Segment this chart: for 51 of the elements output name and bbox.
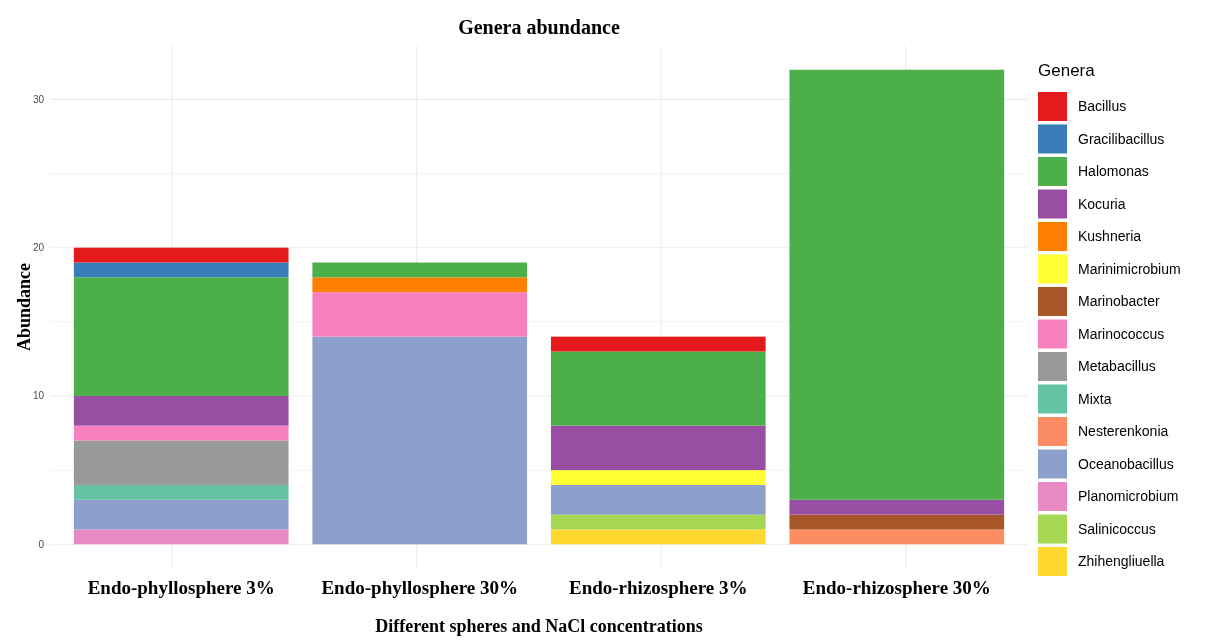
- legend-label: Kocuria: [1078, 195, 1126, 212]
- bar: [73, 529, 289, 545]
- bar: [550, 470, 766, 485]
- y-tick-label: 30: [32, 93, 45, 105]
- bar: [550, 351, 766, 426]
- legend-label: Halomonas: [1078, 163, 1149, 180]
- legend-label: Marinobacter: [1078, 293, 1161, 310]
- legend-label: Kushneria: [1078, 228, 1142, 245]
- legend-label: Bacillus: [1078, 98, 1127, 115]
- bar: [789, 69, 1005, 500]
- y-tick-label: 0: [38, 538, 45, 550]
- x-tick-label: Endo-rhizosphere 3%: [568, 577, 748, 598]
- legend-label: Zhihengliuella: [1078, 553, 1165, 570]
- bar: [550, 514, 766, 530]
- bar: [312, 277, 528, 293]
- legend-label: Mixta: [1078, 390, 1112, 407]
- legend-label: Metabacillus: [1078, 358, 1156, 375]
- legend-title: Genera: [1038, 61, 1096, 80]
- bar: [789, 499, 1005, 515]
- bar: [73, 262, 289, 278]
- x-tick-label: Endo-phyllosphere 30%: [321, 577, 519, 598]
- bar: [73, 484, 289, 500]
- bar: [550, 336, 766, 352]
- y-tick-label: 10: [32, 390, 45, 402]
- bar: [550, 484, 766, 515]
- bar: [73, 499, 289, 530]
- bar: [550, 529, 766, 545]
- bar: [312, 292, 528, 337]
- bar: [73, 425, 289, 441]
- bar: [73, 247, 289, 263]
- legend-label: Planomicrobium: [1078, 488, 1179, 505]
- bar: [73, 440, 289, 485]
- x-axis-title: Different spheres and NaCl concentrations: [375, 616, 703, 636]
- x-tick-label: Endo-rhizosphere 30%: [802, 577, 991, 598]
- bar: [312, 262, 528, 278]
- x-tick-label: Endo-phyllosphere 3%: [87, 577, 275, 598]
- legend-label: Marinococcus: [1078, 325, 1165, 342]
- bar: [312, 336, 528, 545]
- legend-label: Salinicoccus: [1078, 520, 1156, 537]
- bar: [550, 425, 766, 471]
- legend-label: Gracilibacillus: [1078, 130, 1165, 147]
- legend-label: Oceanobacillus: [1078, 455, 1174, 472]
- legend-label: Nesterenkonia: [1078, 423, 1169, 440]
- chart-title: Genera abundance: [458, 16, 620, 38]
- y-axis-title: Abundance: [14, 262, 34, 352]
- bar: [789, 529, 1005, 545]
- bar: [73, 277, 289, 396]
- bar: [73, 395, 289, 426]
- bar: [789, 514, 1005, 530]
- legend-label: Marinimicrobium: [1078, 260, 1181, 277]
- y-tick-label: 20: [32, 242, 45, 254]
